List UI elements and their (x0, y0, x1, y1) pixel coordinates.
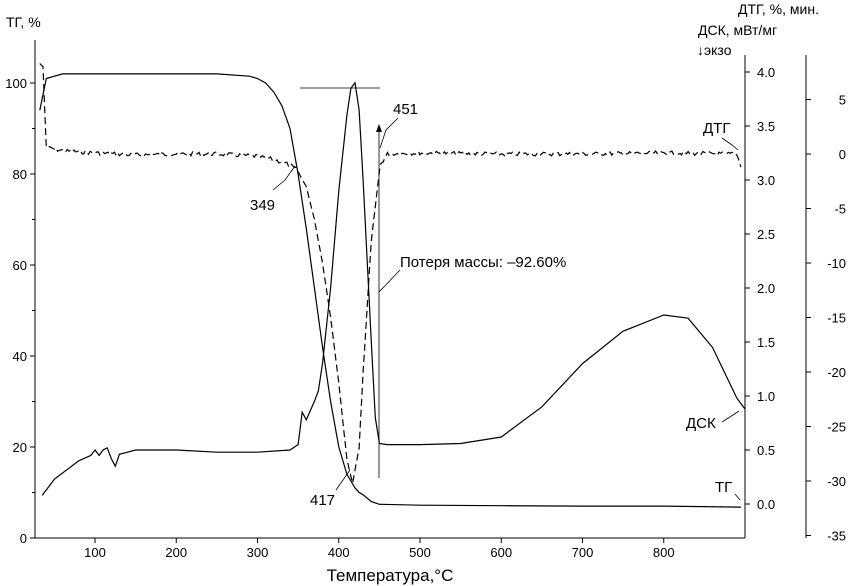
dsc-tick-label: 0.0 (757, 497, 775, 512)
annot-peak-349: 349 (250, 197, 275, 214)
leader-417 (335, 469, 351, 491)
ticks-layer: 100 200 300 400 500 600 700 800 0 20 40 60 80 100 0.0 0… (5, 65, 846, 560)
x-tick-label: 600 (490, 545, 512, 560)
x-tick-label: 300 (247, 545, 269, 560)
x-tick-label: 500 (409, 545, 431, 560)
x-tick-label: 800 (653, 545, 675, 560)
annot-peak-451: 451 (393, 101, 418, 118)
series-line-dtg (39, 63, 742, 484)
dsc-tick-label: 0.5 (757, 443, 775, 458)
dtg-axis-title: ДТГ, %, мин. (738, 1, 819, 17)
leader-dtg (721, 137, 739, 151)
mass-loss-arrowhead (376, 124, 382, 132)
x-tick-label: 700 (572, 545, 594, 560)
dsc-tick-label: 1.0 (757, 389, 775, 404)
dtg-tick-label: 0 (839, 147, 846, 162)
tg-tick-label: 0 (20, 531, 27, 546)
leader-dsc (721, 410, 740, 423)
dtg-tick-label: -25 (827, 420, 846, 435)
dsc-tick-label: 2.0 (757, 281, 775, 296)
x-tick-label: 200 (165, 545, 187, 560)
series-label-tg: ТГ (715, 479, 732, 496)
tg-axis-title: ТГ, % (6, 14, 41, 30)
dsc-tick-label: 2.5 (757, 227, 775, 242)
x-tick-label: 400 (328, 545, 350, 560)
dtg-tick-label: -5 (834, 202, 846, 217)
dsc-axis-title: ДСК, мВт/мг (698, 22, 777, 38)
dtg-tick-label: -35 (827, 529, 846, 544)
leader-349 (272, 165, 296, 191)
leader-451 (379, 117, 399, 149)
dtg-tick-label: -20 (827, 365, 846, 380)
dtg-tick-label: -30 (827, 474, 846, 489)
dtg-tick-label: 5 (839, 93, 846, 108)
dtg-tick-label: -15 (827, 311, 846, 326)
leader-tg (734, 493, 741, 501)
tg-tick-label: 80 (13, 167, 27, 182)
exo-direction-label: ↓экзо (697, 42, 732, 58)
series-line-tg (39, 73, 741, 508)
tg-tick-label: 40 (13, 349, 27, 364)
dsc-tick-label: 3.0 (757, 173, 775, 188)
tg-tick-label: 20 (13, 440, 27, 455)
tg-tick-label: 100 (5, 76, 27, 91)
x-tick-label: 100 (84, 545, 106, 560)
dsc-tick-label: 4.0 (757, 65, 775, 80)
x-axis-title: Температура,°С (327, 566, 454, 585)
dtg-tick-label: -10 (827, 256, 846, 271)
tg-tick-label: 60 (13, 258, 27, 273)
series-line-dsc (41, 81, 746, 496)
annot-mass-loss: Потеря массы: –92.60% (400, 254, 566, 271)
series-label-dtg: ДТГ (703, 120, 730, 137)
dsc-tick-label: 1.5 (757, 335, 775, 350)
dsc-tick-label: 3.5 (757, 119, 775, 134)
annot-peak-417: 417 (310, 492, 335, 509)
curves-layer (39, 63, 746, 508)
leader-mass-loss (378, 269, 401, 293)
series-label-dsc: ДСК (686, 415, 716, 432)
